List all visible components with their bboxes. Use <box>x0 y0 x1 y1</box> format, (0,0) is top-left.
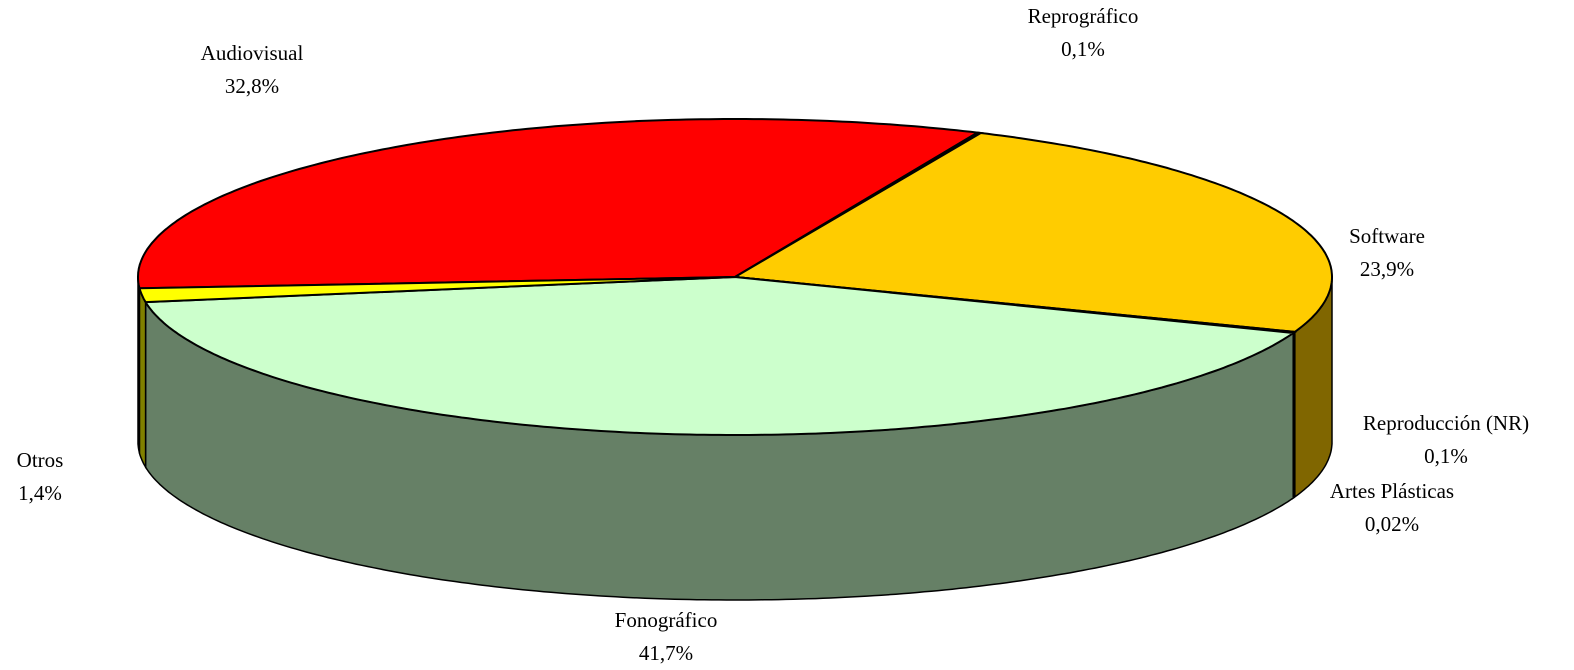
pie-slice <box>143 275 1296 436</box>
slice-label: Otros <box>17 448 64 472</box>
pie-slice <box>137 118 981 290</box>
slice-label: Fonográfico <box>615 608 718 632</box>
pie-slice <box>138 276 736 304</box>
pie-slice <box>731 131 1333 333</box>
slice-value-label: 41,7% <box>639 641 693 665</box>
slice-label: Audiovisual <box>201 41 304 65</box>
slice-label: Software <box>1349 224 1425 248</box>
slice-value-label: 1,4% <box>18 481 62 505</box>
slice-label: Reprográfico <box>1028 4 1139 28</box>
slice-label: Reproducción (NR) <box>1363 411 1529 435</box>
pie-side <box>138 288 147 470</box>
slice-value-label: 32,8% <box>225 74 279 98</box>
slice-value-label: 0,1% <box>1061 37 1105 61</box>
slice-value-label: 0,1% <box>1424 444 1468 468</box>
slice-value-label: 0,02% <box>1365 512 1419 536</box>
slice-value-label: 23,9% <box>1360 257 1414 281</box>
slice-label: Artes Plásticas <box>1330 479 1454 503</box>
